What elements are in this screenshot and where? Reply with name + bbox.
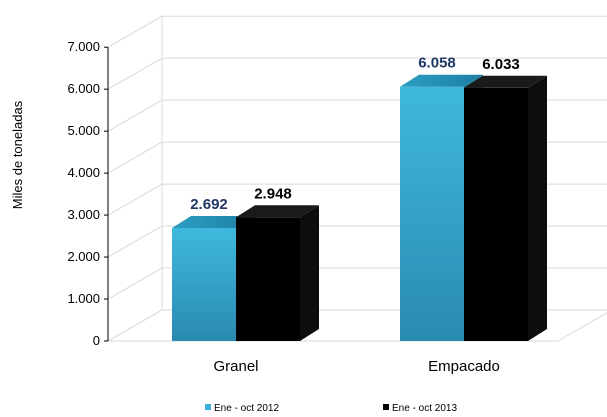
data-label: 6.058: [418, 55, 456, 72]
gridline-diagonal: [107, 225, 163, 258]
data-labels: 2.692 2.948 6.058 6.033: [190, 55, 520, 213]
y-tick-label: 3.000: [67, 207, 100, 222]
legend: Ene - oct 2012 Ene - oct 2013: [205, 403, 457, 414]
bar-side: [300, 205, 319, 341]
floor-right-edge: [557, 312, 607, 342]
legend-swatch: [205, 404, 211, 410]
bar-top: [236, 205, 319, 218]
bar-side: [528, 75, 547, 342]
gridline-diagonal: [107, 141, 163, 174]
gridline-diagonal: [107, 57, 163, 90]
x-axis-categories: Granel Empacado: [213, 358, 499, 375]
bar: [400, 86, 464, 341]
gridline-diagonal: [107, 15, 163, 48]
legend-swatch: [383, 404, 389, 410]
x-category-label: Granel: [213, 358, 258, 375]
x-category-label: Empacado: [428, 358, 500, 375]
data-label: 6.033: [482, 56, 520, 73]
gridline-diagonal: [107, 309, 163, 342]
bar: [464, 87, 528, 342]
data-label: 2.948: [254, 185, 292, 202]
data-label: 2.692: [190, 196, 228, 213]
y-tick-label: 5.000: [67, 123, 100, 138]
legend-label: Ene - oct 2013: [392, 403, 457, 414]
y-tick-label: 7.000: [67, 39, 100, 54]
bar: [172, 228, 236, 341]
bar-top: [172, 216, 255, 229]
y-tick-label: 1.000: [67, 291, 100, 306]
bars: [172, 74, 547, 342]
legend-label: Ene - oct 2012: [214, 403, 279, 414]
bar-top: [464, 75, 547, 88]
bar-top: [400, 74, 483, 87]
y-axis-label: Miles de toneladas: [10, 100, 25, 209]
y-tick-label: 2.000: [67, 249, 100, 264]
bar: [236, 217, 300, 341]
y-tick-label: 4.000: [67, 165, 100, 180]
gridline-diagonal: [107, 267, 163, 300]
y-tick-label: 0: [93, 333, 100, 348]
y-axis-ticks: 0 1.000 2.000 3.000 4.000 5.000 6.000 7.000: [67, 39, 109, 348]
y-tick-label: 6.000: [67, 81, 100, 96]
gridline-diagonal: [107, 99, 163, 132]
gridline-diagonal: [107, 183, 163, 216]
